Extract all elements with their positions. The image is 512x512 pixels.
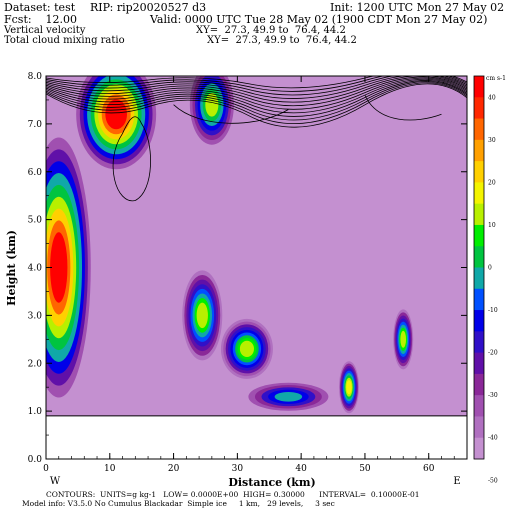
ground <box>46 415 467 459</box>
terrain <box>46 415 467 459</box>
y-tick-label: 0.0 <box>28 455 43 465</box>
colorbar-swatch <box>474 161 484 183</box>
colorbar-swatch <box>474 182 484 205</box>
x-tick-label: 40 <box>295 464 307 474</box>
y-axis: 0.0 1.0 2.0 3.0 4.0 5.0 6.0 7.0 8.0 <box>28 72 467 465</box>
cloud-contour <box>46 82 467 125</box>
field-feature <box>338 361 359 414</box>
field-feature <box>248 382 329 411</box>
field-feature <box>220 318 273 379</box>
field-band <box>196 302 208 329</box>
y-tick-label: 8.0 <box>28 72 43 82</box>
cloud-contour <box>46 81 467 121</box>
colorbar-swatch <box>474 203 484 226</box>
dataset-label: Dataset: test <box>4 1 76 14</box>
cloud-contours <box>46 76 467 201</box>
field-feature <box>182 270 223 361</box>
colorbar-label: 40 <box>488 94 496 101</box>
contour-info: CONTOURS: UNITS=g kg-1 LOW= 0.0000E+00 H… <box>46 490 420 499</box>
colorbar-swatch <box>474 395 484 417</box>
y-tick-label: 2.0 <box>28 359 43 369</box>
cloud-contour <box>46 78 467 114</box>
field2-label: Total cloud mixing ratio <box>4 35 125 46</box>
x-tick-label: 20 <box>168 464 180 474</box>
colorbar-swatch <box>474 246 484 268</box>
field2-xy: XY= 27.3, 49.9 to 76.4, 44.2 <box>207 35 357 46</box>
colorbar-label: 30 <box>488 137 496 144</box>
rip-label: RIP: rip20020527 d3 <box>90 1 207 14</box>
field-feature <box>76 76 157 170</box>
colorbar-swatch <box>474 437 484 460</box>
cloud-contour <box>46 76 467 96</box>
colorbar-swatch <box>474 139 484 162</box>
cloud-contour <box>46 76 467 103</box>
valid-label: Valid: 0000 UTC Tue 28 May 02 (1900 CDT … <box>150 13 488 26</box>
x-axis: 0 10 20 30 40 50 60 <box>43 76 468 474</box>
cloud-contour <box>46 76 467 89</box>
colorbar-label: 0 <box>488 265 492 272</box>
y-tick-label: 5.0 <box>28 216 43 226</box>
colorbar-label: 10 <box>488 222 496 229</box>
x-tick-label: 0 <box>43 464 49 474</box>
field-band <box>346 380 352 395</box>
model-info: Model info: V3.5.0 No Cumulus Blackadar … <box>22 499 335 508</box>
colorbar-label: -20 <box>488 350 498 357</box>
cloud-contour <box>364 94 442 121</box>
cloud-contour <box>46 77 467 110</box>
field1-xy: XY= 27.3, 49.9 to 76.4, 44.2 <box>196 25 346 36</box>
colorbar-label: 20 <box>488 179 496 186</box>
field-band <box>274 391 303 402</box>
colorbar-swatch <box>474 118 484 141</box>
velocity-field <box>46 76 467 459</box>
field-feature <box>393 309 414 370</box>
cloud-contour <box>46 83 467 128</box>
colorbar-swatch <box>474 267 484 290</box>
forecast-label: Fcst: 12.00 <box>4 13 78 26</box>
field-band <box>400 330 407 348</box>
init-label: Init: 1200 UTC Mon 27 May 02 <box>330 1 505 14</box>
field-band <box>50 232 68 303</box>
y-tick-label: 1.0 <box>28 407 43 417</box>
colorbar-frame <box>473 75 485 460</box>
colorbar-label: -50 <box>488 477 498 484</box>
colorbar-label: -40 <box>488 435 498 442</box>
x-axis-title: Distance (km) <box>228 476 315 489</box>
x-tick-label: 60 <box>423 464 435 474</box>
y-axis-title: Height (km) <box>5 230 18 306</box>
x-tick-label: 10 <box>104 464 116 474</box>
colorbar-swatch <box>474 97 484 120</box>
y-tick-label: 3.0 <box>28 311 43 321</box>
colorbar-swatch <box>474 373 484 396</box>
colorbar-units: cm s-1 <box>486 75 506 82</box>
colorbar-swatch <box>474 76 484 98</box>
cloud-contour <box>46 76 467 107</box>
colorbar-swatch <box>474 416 484 439</box>
colorbar-swatch <box>474 224 484 247</box>
field-feature <box>46 137 91 398</box>
x-tick-label: 50 <box>359 464 371 474</box>
colorbar-swatch <box>474 310 484 332</box>
field1-label: Vertical velocity <box>4 25 86 36</box>
colorbar: 40 30 20 10 0 -10 -20 -30 -40 -50 <box>473 75 498 484</box>
colorbar-label: -10 <box>488 307 498 314</box>
field-band <box>239 340 254 358</box>
west-label: W <box>50 476 61 487</box>
y-tick-label: 6.0 <box>28 168 43 178</box>
colorbar-swatch <box>474 352 484 375</box>
cloud-contour <box>173 104 289 124</box>
y-tick-label: 4.0 <box>28 264 43 274</box>
colorbar-swatch <box>474 331 484 354</box>
y-tick-label: 7.0 <box>28 120 43 130</box>
colorbar-label: -30 <box>488 392 498 399</box>
east-label: E <box>453 476 460 487</box>
cloud-contour <box>46 80 467 117</box>
field-feature <box>189 76 234 145</box>
cloud-contour <box>46 76 467 92</box>
cloud-contour <box>112 116 151 201</box>
x-tick-label: 30 <box>232 464 244 474</box>
colorbar-swatch <box>474 288 484 311</box>
